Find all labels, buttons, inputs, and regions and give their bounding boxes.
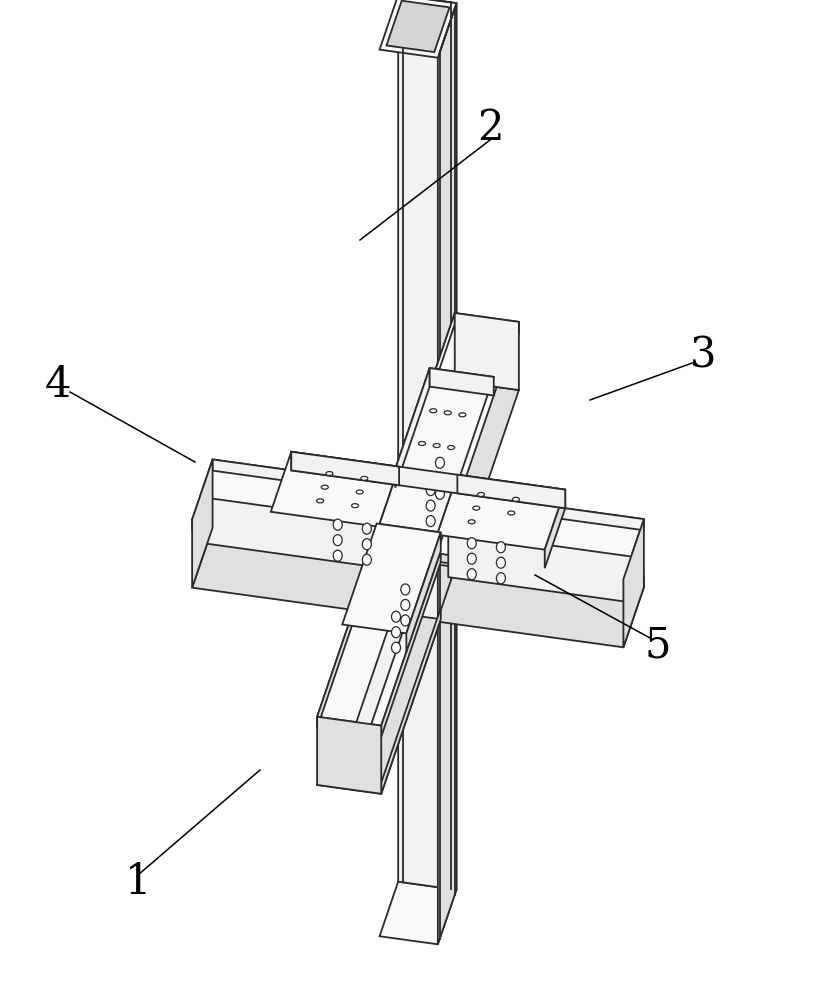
Text: 2: 2 xyxy=(477,107,503,149)
Polygon shape xyxy=(457,493,644,530)
Polygon shape xyxy=(437,475,565,550)
Polygon shape xyxy=(386,1,450,52)
Polygon shape xyxy=(192,528,399,613)
Text: 4: 4 xyxy=(45,364,71,406)
Ellipse shape xyxy=(473,506,480,510)
Polygon shape xyxy=(438,3,456,541)
Polygon shape xyxy=(317,542,377,728)
Ellipse shape xyxy=(419,442,426,446)
Polygon shape xyxy=(406,532,441,652)
Polygon shape xyxy=(395,368,494,478)
Polygon shape xyxy=(380,469,456,532)
Text: 1: 1 xyxy=(125,861,151,903)
Ellipse shape xyxy=(426,516,436,527)
Ellipse shape xyxy=(391,611,400,622)
Ellipse shape xyxy=(467,538,477,549)
Polygon shape xyxy=(381,608,441,794)
Polygon shape xyxy=(380,0,456,58)
Ellipse shape xyxy=(426,500,436,511)
Polygon shape xyxy=(192,459,399,545)
Polygon shape xyxy=(291,452,565,508)
Ellipse shape xyxy=(447,446,455,450)
Polygon shape xyxy=(271,452,399,527)
Polygon shape xyxy=(212,459,399,496)
Polygon shape xyxy=(448,531,635,603)
Polygon shape xyxy=(398,0,456,487)
Ellipse shape xyxy=(467,553,477,564)
Ellipse shape xyxy=(352,504,359,508)
Polygon shape xyxy=(455,313,519,390)
Ellipse shape xyxy=(391,627,400,638)
Ellipse shape xyxy=(334,519,342,530)
Ellipse shape xyxy=(362,523,371,534)
Polygon shape xyxy=(395,368,430,488)
Polygon shape xyxy=(395,370,455,556)
Polygon shape xyxy=(291,452,399,485)
Ellipse shape xyxy=(326,472,333,476)
Ellipse shape xyxy=(361,476,368,480)
Polygon shape xyxy=(437,553,624,590)
Ellipse shape xyxy=(436,488,445,499)
Ellipse shape xyxy=(391,642,400,653)
Ellipse shape xyxy=(317,499,324,503)
Polygon shape xyxy=(381,551,441,737)
Polygon shape xyxy=(212,517,399,553)
Ellipse shape xyxy=(497,557,506,568)
Ellipse shape xyxy=(400,584,410,595)
Ellipse shape xyxy=(356,490,363,494)
Polygon shape xyxy=(545,490,565,568)
Polygon shape xyxy=(438,487,456,944)
Polygon shape xyxy=(395,313,519,496)
Ellipse shape xyxy=(497,542,506,553)
Polygon shape xyxy=(424,328,483,549)
Ellipse shape xyxy=(334,535,342,546)
Polygon shape xyxy=(395,381,519,565)
Ellipse shape xyxy=(362,539,371,550)
Polygon shape xyxy=(398,479,456,890)
Ellipse shape xyxy=(467,569,477,580)
Ellipse shape xyxy=(362,554,371,565)
Polygon shape xyxy=(380,882,456,944)
Ellipse shape xyxy=(468,520,475,524)
Polygon shape xyxy=(395,313,455,499)
Ellipse shape xyxy=(507,511,515,515)
Ellipse shape xyxy=(321,485,329,489)
Ellipse shape xyxy=(430,409,436,413)
Polygon shape xyxy=(437,562,644,647)
Polygon shape xyxy=(437,493,644,579)
Polygon shape xyxy=(317,717,381,794)
Ellipse shape xyxy=(426,485,436,496)
Polygon shape xyxy=(353,558,412,779)
Ellipse shape xyxy=(436,473,445,484)
Ellipse shape xyxy=(497,573,506,584)
Polygon shape xyxy=(317,610,441,794)
Ellipse shape xyxy=(400,615,410,626)
Ellipse shape xyxy=(459,413,466,417)
Ellipse shape xyxy=(433,444,440,448)
Ellipse shape xyxy=(512,497,519,501)
Polygon shape xyxy=(457,475,565,508)
Polygon shape xyxy=(342,524,441,633)
Polygon shape xyxy=(192,459,212,588)
Ellipse shape xyxy=(400,599,410,610)
Ellipse shape xyxy=(334,550,342,561)
Polygon shape xyxy=(430,368,494,396)
Polygon shape xyxy=(457,550,644,587)
Polygon shape xyxy=(459,322,519,508)
Ellipse shape xyxy=(444,411,451,415)
Polygon shape xyxy=(192,519,379,556)
Polygon shape xyxy=(317,542,441,726)
Polygon shape xyxy=(624,519,644,647)
Text: 5: 5 xyxy=(645,624,671,666)
Ellipse shape xyxy=(477,492,484,496)
Text: 3: 3 xyxy=(690,334,716,376)
Polygon shape xyxy=(203,497,390,569)
Ellipse shape xyxy=(436,457,445,468)
